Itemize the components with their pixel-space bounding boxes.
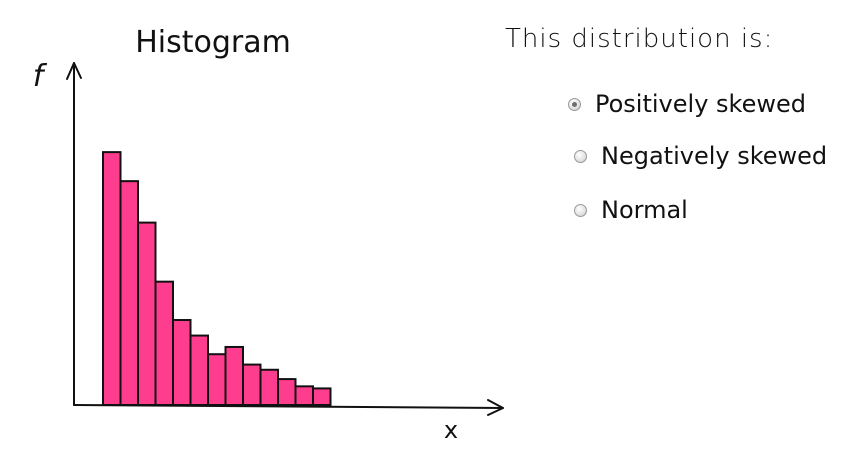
histogram-bar	[259, 368, 279, 407]
radio-normal[interactable]	[574, 203, 587, 217]
answer-options: Positively skewed Negatively skewed Norm…	[568, 78, 827, 236]
histogram-bar	[294, 385, 314, 407]
histogram-bar	[172, 319, 192, 407]
y-axis-arrowhead	[66, 62, 82, 80]
histogram-bar	[154, 280, 174, 406]
histogram-bar	[277, 378, 297, 407]
histogram-bar	[224, 345, 244, 406]
histogram-bar	[312, 387, 332, 406]
histogram-bar	[242, 363, 262, 406]
option-normal[interactable]: Normal	[574, 184, 827, 236]
x-axis-arrowhead	[487, 399, 504, 416]
option-positively-skewed[interactable]: Positively skewed	[568, 78, 827, 130]
chart-title: Histogram	[135, 25, 291, 60]
x-axis-label: x	[444, 416, 458, 444]
option-label: Positively skewed	[595, 90, 806, 118]
histogram-bar	[207, 353, 227, 406]
option-label: Negatively skewed	[601, 142, 828, 170]
x-axis	[73, 404, 504, 409]
histogram-bar	[137, 221, 157, 406]
y-axis-label: f	[33, 59, 48, 94]
option-negatively-skewed[interactable]: Negatively skewed	[574, 130, 827, 182]
question-prompt: This distribution is:	[505, 24, 774, 54]
radio-negatively-skewed[interactable]	[574, 149, 587, 163]
bars-group	[102, 151, 332, 407]
option-label: Normal	[601, 196, 688, 224]
histogram-bar	[102, 151, 122, 406]
histogram-bar	[119, 180, 139, 406]
radio-positively-skewed[interactable]	[568, 97, 581, 111]
histogram-bar	[189, 334, 209, 406]
